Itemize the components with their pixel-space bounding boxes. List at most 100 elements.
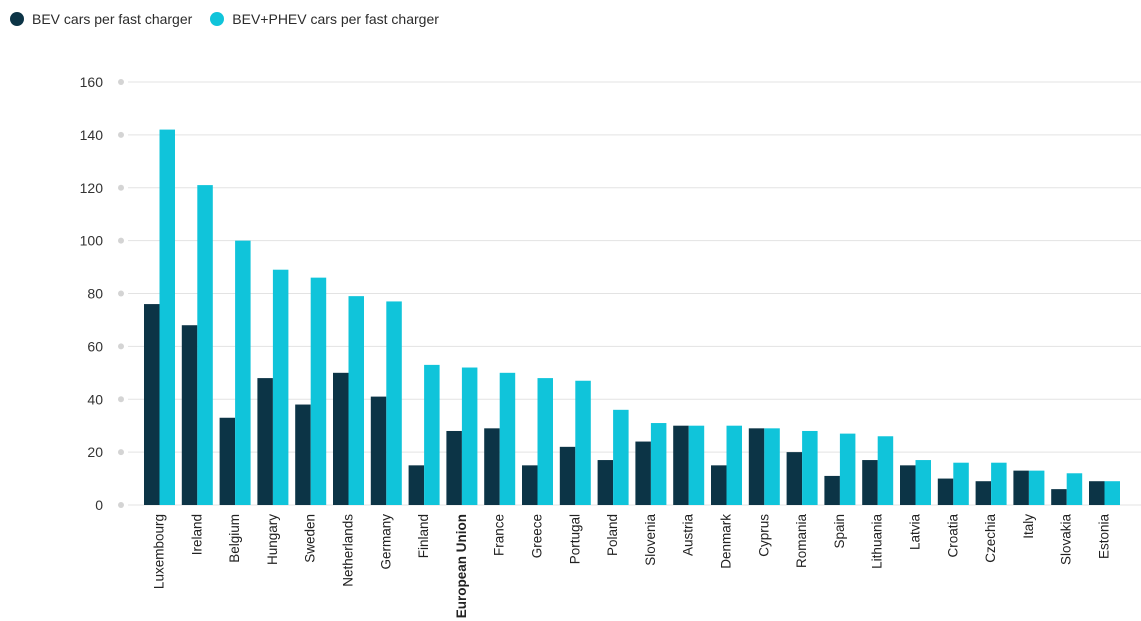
bar-bev-european-union[interactable] (446, 430, 462, 505)
x-tick-label-poland: Poland (605, 514, 620, 556)
bar-bev-netherlands[interactable] (333, 372, 349, 505)
bar-bev-phev-spain[interactable] (839, 433, 856, 505)
bar-bev-romania[interactable] (786, 452, 803, 505)
x-tick-label-greece: Greece (530, 514, 545, 558)
bar-bev-phev-austria[interactable] (688, 425, 705, 505)
legend-dot-bev (10, 12, 24, 26)
bar-bev-phev-romania[interactable] (802, 430, 818, 505)
bar-bev-poland[interactable] (597, 460, 614, 505)
y-tick-dot-40 (118, 396, 124, 403)
bar-bev-slovenia[interactable] (635, 441, 651, 505)
bar-bev-latvia[interactable] (900, 465, 916, 505)
bar-bev-phev-lithuania[interactable] (877, 436, 894, 505)
bar-bev-phev-slovenia[interactable] (650, 423, 667, 505)
bar-bev-finland[interactable] (408, 465, 425, 505)
x-tick-label-hungary: Hungary (265, 514, 280, 565)
x-tick-label-germany: Germany (378, 514, 393, 570)
bar-bev-hungary[interactable] (257, 378, 273, 505)
bar-bev-belgium[interactable] (219, 417, 236, 505)
x-tick-label-ireland: Ireland (189, 514, 204, 555)
bar-bev-sweden[interactable] (295, 404, 311, 505)
y-tick-label-100: 100 (80, 233, 104, 249)
bar-bev-cyprus[interactable] (748, 428, 765, 505)
x-tick-label-lithuania: Lithuania (870, 514, 885, 569)
y-tick-label-80: 80 (87, 286, 103, 302)
y-tick-dot-0 (118, 502, 124, 508)
bar-bev-phev-luxembourg[interactable] (159, 129, 176, 505)
x-tick-label-belgium: Belgium (227, 514, 242, 563)
bar-bev-phev-latvia[interactable] (915, 460, 932, 505)
x-tick-label-european-union: European Union (454, 514, 469, 618)
legend-item-bev-phev[interactable]: BEV+PHEV cars per fast charger (210, 11, 439, 27)
bar-bev-germany[interactable] (370, 396, 387, 505)
bar-bev-phev-italy[interactable] (1028, 470, 1045, 505)
bar-bev-czechia[interactable] (975, 481, 992, 505)
x-tick-label-italy: Italy (1021, 514, 1036, 539)
bar-bev-portugal[interactable] (559, 446, 576, 505)
bar-bev-italy[interactable] (1013, 470, 1029, 505)
y-tick-label-20: 20 (87, 444, 103, 460)
bar-bev-phev-sweden[interactable] (310, 277, 327, 505)
bar-bev-phev-germany[interactable] (386, 301, 402, 505)
x-tick-label-spain: Spain (832, 514, 847, 549)
x-tick-label-luxembourg: Luxembourg (152, 514, 167, 589)
bar-bev-phev-poland[interactable] (613, 409, 629, 505)
bar-bev-estonia[interactable] (1089, 481, 1105, 505)
y-tick-label-120: 120 (80, 180, 104, 196)
x-tick-label-france: France (492, 514, 507, 556)
x-tick-label-slovenia: Slovenia (643, 514, 658, 566)
bar-bev-phev-portugal[interactable] (575, 380, 591, 505)
legend-dot-bev-phev (210, 12, 225, 26)
x-tick-label-austria: Austria (681, 514, 696, 557)
bar-bev-ireland[interactable] (181, 325, 198, 505)
x-tick-label-denmark: Denmark (719, 514, 734, 569)
bar-bev-luxembourg[interactable] (144, 304, 160, 505)
x-tick-label-croatia: Croatia (945, 514, 960, 558)
bar-bev-phev-belgium[interactable] (235, 240, 251, 505)
y-tick-label-140: 140 (80, 127, 104, 143)
bar-bev-phev-czechia[interactable] (991, 462, 1007, 505)
bar-bev-phev-greece[interactable] (537, 378, 554, 505)
bar-bev-phev-estonia[interactable] (1104, 481, 1121, 505)
x-tick-label-slovakia: Slovakia (1059, 514, 1074, 566)
bar-bev-phev-european-union[interactable] (461, 367, 478, 505)
y-tick-dot-60 (118, 343, 124, 350)
bar-bev-phev-finland[interactable] (424, 364, 440, 505)
x-tick-label-finland: Finland (416, 514, 431, 558)
bar-bev-denmark[interactable] (711, 465, 727, 505)
x-tick-label-latvia: Latvia (908, 514, 923, 551)
bar-bev-phev-france[interactable] (499, 372, 516, 505)
bar-bev-france[interactable] (484, 428, 500, 505)
y-tick-label-60: 60 (87, 338, 103, 354)
bar-bev-austria[interactable] (673, 425, 689, 505)
y-tick-dot-100 (118, 237, 124, 244)
legend: BEV cars per fast charger BEV+PHEV cars … (10, 9, 457, 29)
legend-label-bev-phev: BEV+PHEV cars per fast charger (232, 11, 439, 27)
x-tick-label-romania: Romania (794, 514, 809, 569)
x-tick-label-netherlands: Netherlands (341, 514, 356, 587)
y-tick-label-40: 40 (87, 391, 103, 407)
bar-bev-greece[interactable] (522, 465, 538, 505)
y-tick-dot-80 (118, 290, 124, 297)
bar-bev-spain[interactable] (824, 475, 840, 505)
x-tick-label-portugal: Portugal (567, 514, 582, 564)
bar-bev-lithuania[interactable] (862, 460, 878, 505)
bar-bev-phev-netherlands[interactable] (348, 296, 365, 505)
bar-bev-phev-ireland[interactable] (197, 185, 213, 505)
y-tick-dot-140 (118, 131, 124, 138)
bar-bev-phev-hungary[interactable] (272, 269, 289, 505)
y-tick-dot-160 (118, 79, 124, 85)
legend-label-bev: BEV cars per fast charger (32, 11, 193, 27)
x-tick-label-sweden: Sweden (303, 514, 318, 563)
bar-bev-phev-croatia[interactable] (953, 462, 969, 505)
bar-bev-croatia[interactable] (937, 478, 954, 505)
bar-bev-phev-slovakia[interactable] (1066, 473, 1083, 505)
bar-bev-phev-denmark[interactable] (726, 425, 743, 505)
y-tick-label-160: 160 (80, 74, 104, 90)
y-tick-label-0: 0 (95, 497, 103, 513)
x-tick-label-czechia: Czechia (983, 514, 998, 563)
bar-bev-phev-cyprus[interactable] (764, 428, 780, 505)
legend-item-bev[interactable]: BEV cars per fast charger (10, 11, 192, 27)
bar-bev-slovakia[interactable] (1051, 489, 1067, 505)
